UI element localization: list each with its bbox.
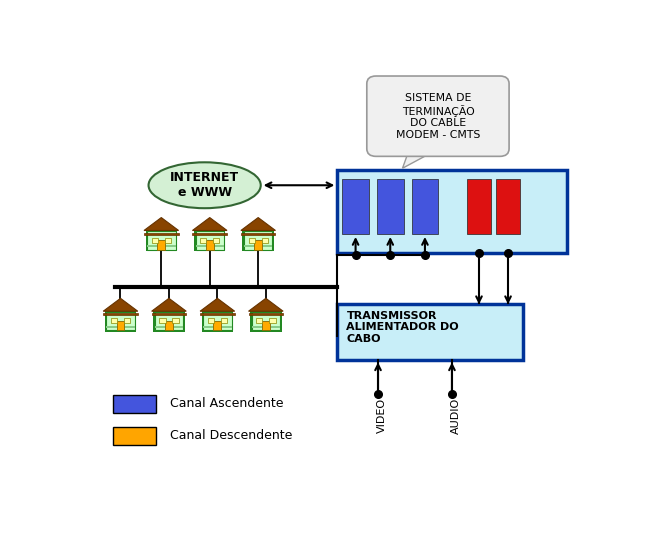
- Bar: [145, 230, 177, 251]
- Bar: [208, 319, 214, 323]
- Bar: [194, 230, 226, 251]
- Text: Canal Descendente: Canal Descendente: [170, 429, 293, 442]
- Polygon shape: [103, 298, 138, 311]
- Bar: [262, 237, 268, 243]
- Ellipse shape: [149, 162, 261, 208]
- Bar: [124, 319, 130, 323]
- Bar: [377, 179, 403, 234]
- Bar: [251, 312, 280, 331]
- Bar: [221, 319, 227, 323]
- Bar: [151, 314, 186, 316]
- Polygon shape: [241, 217, 276, 231]
- Polygon shape: [403, 151, 434, 168]
- Polygon shape: [249, 298, 283, 311]
- Bar: [113, 395, 156, 413]
- Bar: [241, 232, 276, 235]
- Bar: [192, 232, 227, 235]
- Polygon shape: [144, 217, 178, 231]
- Text: AUDIO: AUDIO: [451, 398, 461, 434]
- Bar: [159, 319, 166, 323]
- Bar: [147, 245, 176, 247]
- Bar: [103, 314, 138, 316]
- Bar: [147, 231, 176, 250]
- Bar: [113, 427, 156, 444]
- Bar: [467, 179, 492, 234]
- Bar: [151, 237, 158, 243]
- Bar: [338, 304, 523, 359]
- Bar: [107, 312, 135, 331]
- Text: VIDEO: VIDEO: [377, 398, 387, 433]
- Bar: [242, 230, 274, 251]
- Bar: [251, 326, 280, 328]
- Bar: [203, 326, 232, 328]
- Bar: [244, 245, 272, 247]
- Bar: [412, 179, 438, 234]
- FancyBboxPatch shape: [367, 76, 509, 156]
- Polygon shape: [200, 298, 235, 311]
- Bar: [172, 319, 178, 323]
- Bar: [201, 311, 233, 332]
- Bar: [105, 311, 136, 332]
- Bar: [200, 237, 207, 243]
- Bar: [254, 240, 262, 250]
- Bar: [195, 231, 224, 250]
- Text: TRANSMISSOR
ALIMENTADOR DO
CABO: TRANSMISSOR ALIMENTADOR DO CABO: [346, 311, 459, 344]
- Bar: [213, 237, 219, 243]
- Bar: [256, 319, 263, 323]
- Bar: [244, 231, 272, 250]
- Bar: [249, 314, 283, 316]
- Bar: [249, 237, 255, 243]
- Bar: [144, 232, 178, 235]
- Text: Canal Ascendente: Canal Ascendente: [170, 397, 284, 410]
- Text: SISTEMA DE
TERMINAÇÃO
DO CABLE
MODEM - CMTS: SISTEMA DE TERMINAÇÃO DO CABLE MODEM - C…: [395, 93, 480, 140]
- Bar: [203, 312, 232, 331]
- Bar: [195, 245, 224, 247]
- Bar: [165, 321, 173, 331]
- Bar: [338, 171, 567, 253]
- Bar: [157, 240, 165, 250]
- Bar: [153, 311, 185, 332]
- Bar: [155, 326, 183, 328]
- Bar: [111, 319, 117, 323]
- Bar: [250, 311, 282, 332]
- Bar: [107, 326, 135, 328]
- Polygon shape: [192, 217, 227, 231]
- Bar: [155, 312, 183, 331]
- Text: INTERNET
e WWW: INTERNET e WWW: [170, 171, 240, 199]
- Bar: [164, 237, 171, 243]
- Bar: [496, 179, 520, 234]
- Bar: [116, 321, 124, 331]
- Bar: [200, 314, 235, 316]
- Bar: [262, 321, 270, 331]
- Polygon shape: [151, 298, 186, 311]
- Bar: [269, 319, 276, 323]
- Bar: [342, 179, 369, 234]
- Bar: [206, 240, 214, 250]
- Bar: [213, 321, 221, 331]
